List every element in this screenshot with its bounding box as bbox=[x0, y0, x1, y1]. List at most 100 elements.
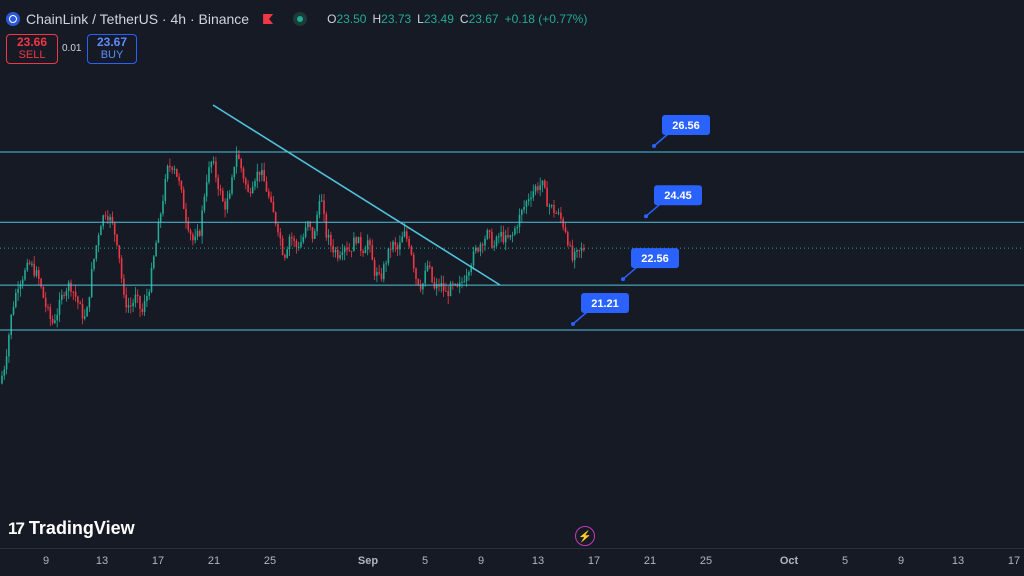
candle-body bbox=[325, 214, 328, 238]
candle-body bbox=[228, 193, 231, 199]
candle-body bbox=[401, 236, 403, 243]
candle-body bbox=[353, 237, 355, 252]
candle-body bbox=[162, 200, 164, 214]
candle-body bbox=[500, 231, 502, 237]
candle-body bbox=[148, 291, 150, 297]
candle-body bbox=[555, 213, 558, 215]
candle-body bbox=[486, 230, 489, 239]
chart-canvas[interactable]: 26.56 24.45 22.56 21.21 bbox=[0, 0, 1024, 548]
horizontal-levels[interactable] bbox=[0, 151, 1024, 331]
candle-body bbox=[35, 270, 38, 276]
candle-body bbox=[44, 297, 47, 307]
buy-label: BUY bbox=[100, 49, 124, 61]
candle-body bbox=[231, 177, 233, 194]
market-status-icon[interactable] bbox=[293, 12, 308, 26]
candle-body bbox=[77, 296, 79, 303]
time-axis-tick: 25 bbox=[699, 555, 713, 567]
candle-body bbox=[362, 251, 364, 254]
candle-body bbox=[366, 240, 369, 250]
candle-body bbox=[447, 291, 449, 297]
time-axis-tick: Oct bbox=[779, 555, 799, 567]
candle-body bbox=[134, 294, 137, 303]
candle-body bbox=[169, 165, 171, 168]
candle-body bbox=[51, 319, 54, 323]
candle-body bbox=[557, 212, 560, 214]
ohlc-open: O23.50 bbox=[327, 12, 367, 26]
candle-body bbox=[194, 236, 196, 241]
candle-body bbox=[429, 265, 431, 268]
candle-body bbox=[54, 320, 56, 323]
level-label-connector bbox=[622, 266, 638, 280]
level-label-box[interactable] bbox=[662, 115, 710, 135]
candle-body bbox=[116, 234, 118, 246]
level-label-anchor bbox=[571, 322, 575, 326]
candle-body bbox=[171, 167, 173, 170]
candle-body bbox=[61, 294, 63, 300]
candle-body bbox=[125, 294, 127, 308]
candle-body bbox=[544, 180, 546, 188]
lightning-icon[interactable]: ⚡ bbox=[575, 526, 595, 546]
candle-body bbox=[10, 314, 12, 335]
candle-body bbox=[261, 170, 263, 175]
candle-body bbox=[502, 231, 505, 243]
candle-body bbox=[123, 278, 125, 295]
candle-body bbox=[295, 240, 298, 248]
candle-body bbox=[445, 290, 447, 292]
candle-body bbox=[583, 248, 585, 250]
candle-body bbox=[546, 187, 548, 207]
candle-body bbox=[97, 235, 100, 246]
candle-body bbox=[67, 282, 70, 292]
candle-body bbox=[238, 154, 240, 159]
candle-body bbox=[288, 236, 291, 250]
candle-body bbox=[523, 206, 525, 210]
candle-body bbox=[406, 231, 408, 239]
candles-group bbox=[1, 146, 585, 385]
candle-body bbox=[300, 242, 302, 248]
level-labels[interactable]: 26.56 24.45 22.56 21.21 bbox=[571, 115, 710, 326]
candle-body bbox=[454, 283, 456, 285]
candle-body bbox=[562, 218, 564, 228]
descending-trendline[interactable] bbox=[212, 104, 501, 286]
candle-body bbox=[242, 168, 245, 179]
time-axis-tick: 5 bbox=[841, 555, 849, 567]
candle-body bbox=[109, 216, 111, 221]
candle-body bbox=[403, 231, 406, 237]
candle-body bbox=[268, 191, 270, 197]
level-label-anchor bbox=[644, 214, 648, 219]
candle-body bbox=[104, 215, 107, 217]
candle-body bbox=[256, 171, 259, 181]
candle-body bbox=[378, 272, 380, 274]
candle-body bbox=[120, 258, 123, 279]
candle-body bbox=[224, 201, 226, 210]
level-label-box[interactable] bbox=[631, 248, 679, 269]
candle-body bbox=[265, 181, 268, 192]
candle-body bbox=[564, 227, 567, 233]
time-axis[interactable]: 9 13 17 21 25 Sep 5 9 13 17 21 25 Oct 5 9 13 17 bbox=[0, 548, 1024, 576]
candle-body bbox=[573, 251, 576, 261]
sell-button[interactable]: 23.66 SELL bbox=[6, 34, 58, 64]
candle-body bbox=[38, 270, 40, 279]
chainlink-logo-icon bbox=[6, 12, 20, 26]
candle-body bbox=[560, 212, 562, 219]
candle-body bbox=[350, 250, 353, 252]
candle-body bbox=[302, 236, 305, 243]
tradingview-logo[interactable]: 17 TradingView bbox=[8, 518, 135, 539]
buy-button[interactable]: 23.67 BUY bbox=[87, 34, 137, 64]
candle-body bbox=[412, 254, 415, 269]
candle-body bbox=[65, 291, 68, 296]
candle-body bbox=[330, 234, 332, 246]
candle-body bbox=[141, 308, 144, 312]
level-label-box[interactable] bbox=[654, 185, 702, 206]
candle-body bbox=[185, 208, 187, 222]
level-label-box[interactable] bbox=[581, 293, 629, 313]
candle-body bbox=[514, 228, 516, 235]
candle-body bbox=[136, 294, 139, 297]
symbol-title[interactable]: ChainLink / TetherUS · 4h · Binance bbox=[26, 11, 250, 27]
candle-body bbox=[495, 236, 498, 246]
ohlc-high: H23.73 bbox=[372, 12, 412, 26]
candle-body bbox=[95, 245, 98, 259]
candle-body bbox=[210, 161, 213, 168]
candle-body bbox=[102, 215, 104, 227]
candle-body bbox=[235, 154, 238, 167]
flag-icon[interactable] bbox=[263, 14, 274, 24]
